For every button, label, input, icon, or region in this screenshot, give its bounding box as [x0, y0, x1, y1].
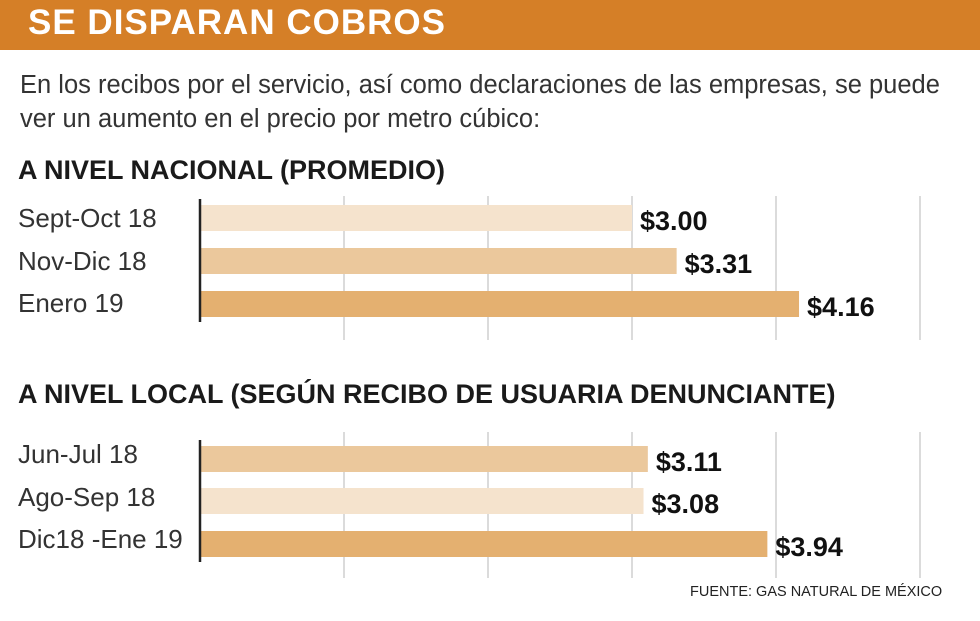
intro-text: En los recibos por el servicio, así como… [20, 71, 940, 133]
value-label: $3.31 [685, 249, 753, 279]
header-banner: SE DISPARAN COBROS [0, 0, 980, 50]
bar [200, 248, 677, 274]
chart-title-local: A NIVEL LOCAL (SEGÚN RECIBO DE USUARIA D… [18, 379, 836, 409]
value-label: $3.00 [640, 206, 708, 236]
value-label: $3.11 [656, 447, 722, 477]
value-label: $3.08 [652, 489, 720, 519]
bar [200, 205, 632, 231]
category-label: Enero 19 [18, 288, 124, 318]
category-label: Dic18 -Ene 19 [18, 524, 183, 554]
category-label: Nov-Dic 18 [18, 246, 147, 276]
source-note: FUENTE: GAS NATURAL DE MÉXICO [690, 584, 943, 600]
bar [200, 291, 800, 317]
bar [200, 446, 648, 472]
category-label: Ago-Sep 18 [18, 482, 156, 512]
value-label: $3.94 [775, 532, 843, 562]
value-label: $4.16 [807, 292, 875, 322]
bar [200, 531, 768, 557]
category-label: Jun-Jul 18 [18, 439, 138, 469]
page-title: SE DISPARAN COBROS [28, 3, 446, 42]
chart-title-nacional: A NIVEL NACIONAL (PROMEDIO) [18, 155, 446, 185]
bar [200, 488, 644, 514]
category-label: Sept-Oct 18 [18, 203, 157, 233]
